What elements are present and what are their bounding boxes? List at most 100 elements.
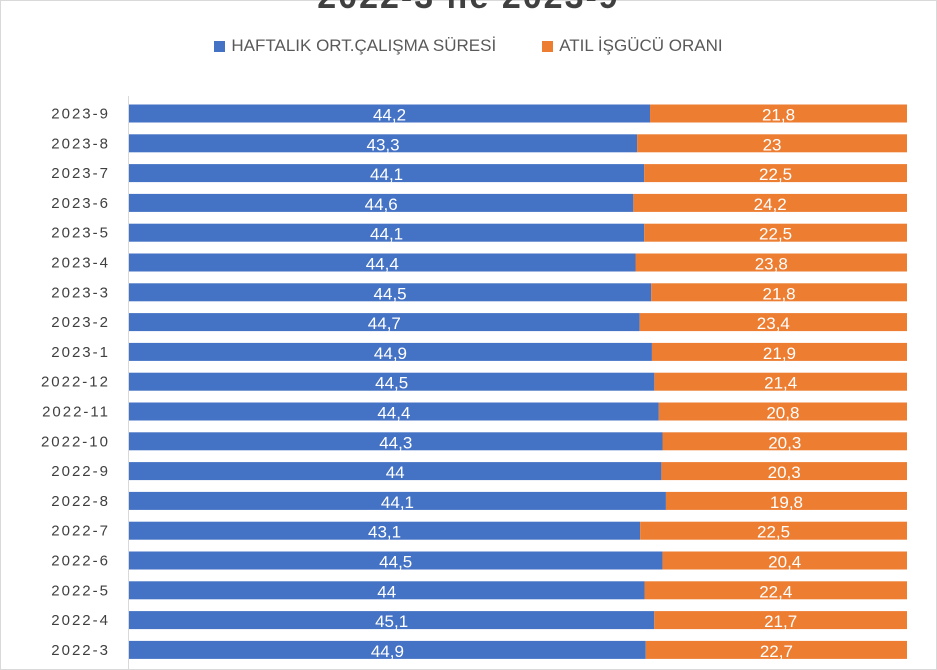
category-label: 2022-12 — [41, 374, 110, 391]
bar-idle-rate — [662, 551, 907, 570]
category-label: 2022-6 — [51, 553, 110, 570]
bar-idle-rate — [644, 581, 907, 600]
category-label: 2022-9 — [51, 463, 110, 480]
bar-idle-rate — [658, 402, 907, 421]
bar-idle-rate — [637, 134, 907, 153]
bar-hours — [129, 611, 655, 630]
data-label-idle-rate: 21,8 — [763, 284, 796, 303]
data-label-hours: 44,5 — [375, 374, 408, 393]
category-label: 2022-11 — [42, 404, 110, 421]
data-label-idle-rate: 20,4 — [768, 553, 801, 572]
data-label-idle-rate: 22,7 — [760, 642, 793, 661]
bar-hours — [129, 342, 652, 361]
category-label: 2023-4 — [51, 255, 110, 272]
category-label: 2023-1 — [51, 344, 110, 361]
bar-hours — [129, 521, 641, 540]
data-label-idle-rate: 23 — [763, 135, 782, 154]
bar-idle-rate — [644, 164, 907, 183]
data-label-hours: 44,9 — [374, 344, 407, 363]
bar-idle-rate — [640, 521, 907, 540]
bar-idle-rate — [633, 193, 907, 212]
data-label-idle-rate: 22,5 — [757, 523, 790, 542]
bar-hours — [129, 223, 645, 242]
bar-hours — [129, 581, 645, 600]
bar-idle-rate — [651, 342, 907, 361]
category-label: 2023-5 — [51, 225, 110, 242]
bar-idle-rate — [650, 104, 907, 123]
bar-hours — [129, 253, 636, 272]
bar-idle-rate — [635, 253, 907, 272]
bar-hours — [129, 491, 666, 510]
bar-idle-rate — [639, 313, 907, 332]
category-label: 2022-3 — [51, 642, 110, 659]
legend: HAFTALIK ORT.ÇALIŞMA SÜRESİ ATIL İŞGÜCÜ … — [0, 36, 937, 56]
category-label: 2023-8 — [51, 135, 110, 152]
data-label-idle-rate: 20,8 — [766, 404, 799, 423]
legend-item-idle-rate: ATIL İŞGÜCÜ ORANI — [542, 36, 723, 56]
bar-hours — [129, 551, 663, 570]
category-label: 2022-7 — [51, 523, 110, 540]
data-label-hours: 43,3 — [367, 135, 400, 154]
data-label-hours: 44,6 — [365, 195, 398, 214]
category-label: 2023-6 — [51, 195, 110, 212]
data-label-hours: 44,5 — [379, 553, 412, 572]
data-label-idle-rate: 23,4 — [757, 314, 790, 333]
data-label-idle-rate: 21,4 — [764, 374, 797, 393]
data-label-hours: 44,1 — [370, 225, 403, 244]
bar-hours — [129, 313, 640, 332]
bar-idle-rate — [654, 611, 907, 630]
data-label-hours: 44,1 — [370, 165, 403, 184]
data-label-idle-rate: 22,5 — [759, 165, 792, 184]
bar-hours — [129, 134, 638, 153]
data-label-hours: 44,5 — [374, 284, 407, 303]
bar-idle-rate — [662, 432, 907, 451]
legend-item-hours: HAFTALIK ORT.ÇALIŞMA SÜRESİ — [214, 36, 496, 56]
category-label: 2022-8 — [51, 493, 110, 510]
data-label-hours: 44,9 — [371, 642, 404, 661]
bar-hours — [129, 283, 652, 302]
data-label-idle-rate: 19,8 — [770, 493, 803, 512]
bar-hours — [129, 164, 645, 183]
chart-title: 2022-3 ile 2023-9 — [0, 0, 937, 17]
data-label-idle-rate: 20,3 — [768, 463, 801, 482]
bar-hours — [129, 193, 634, 212]
data-label-hours: 44 — [386, 463, 405, 482]
data-label-hours: 44 — [377, 582, 396, 601]
data-label-hours: 44,7 — [368, 314, 401, 333]
bar-hours — [129, 104, 651, 123]
legend-swatch-hours — [214, 40, 226, 52]
data-label-hours: 44,3 — [379, 433, 412, 452]
bar-idle-rate — [665, 491, 907, 510]
data-label-idle-rate: 23,8 — [755, 255, 788, 274]
data-label-hours: 44,4 — [377, 404, 410, 423]
data-label-idle-rate: 24,2 — [754, 195, 787, 214]
legend-label-idle-rate: ATIL İŞGÜCÜ ORANI — [559, 36, 723, 55]
bar-idle-rate — [645, 640, 907, 659]
data-label-hours: 44,1 — [381, 493, 414, 512]
bar-idle-rate — [644, 223, 907, 242]
data-label-hours: 45,1 — [375, 612, 408, 631]
bar-hours — [129, 402, 659, 421]
category-label: 2022-5 — [51, 582, 110, 599]
data-label-idle-rate: 22,5 — [759, 225, 792, 244]
bar-idle-rate — [651, 283, 907, 302]
category-label: 2022-10 — [41, 433, 110, 450]
data-label-idle-rate: 21,8 — [762, 106, 795, 125]
category-label: 2023-2 — [51, 314, 110, 331]
bar-idle-rate — [661, 462, 907, 481]
data-label-hours: 44,2 — [373, 106, 406, 125]
category-label: 2023-7 — [51, 165, 110, 182]
data-label-idle-rate: 21,9 — [763, 344, 796, 363]
data-label-idle-rate: 22,4 — [759, 582, 792, 601]
category-label: 2023-3 — [51, 284, 110, 301]
data-label-idle-rate: 20,3 — [768, 433, 801, 452]
bar-hours — [129, 372, 655, 391]
data-label-hours: 44,4 — [366, 255, 399, 274]
data-label-hours: 43,1 — [368, 523, 401, 542]
category-label: 2022-4 — [51, 612, 110, 629]
bar-hours — [129, 432, 663, 451]
data-label-idle-rate: 21,7 — [764, 612, 797, 631]
bar-hours — [129, 462, 662, 481]
legend-label-hours: HAFTALIK ORT.ÇALIŞMA SÜRESİ — [231, 36, 497, 55]
